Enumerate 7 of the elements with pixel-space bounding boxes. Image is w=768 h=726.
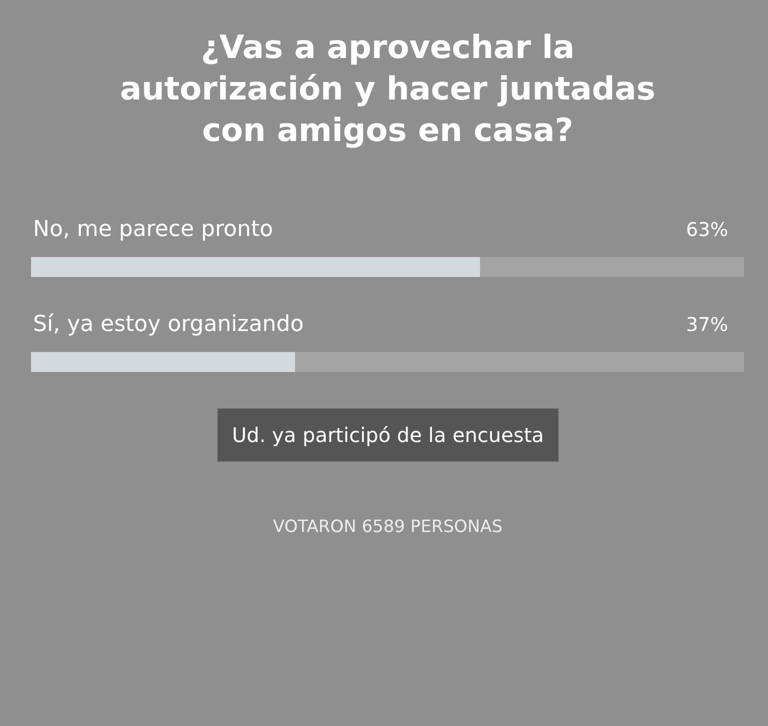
y-tick-label: No, me parece pronto (33, 217, 274, 242)
y-tick-label: Sí, ya estoy organizando (33, 312, 304, 337)
chart-title: ¿Vas a aprovechar la autorización y hacer juntadas con amigos en casa? (120, 28, 656, 150)
text: Ud. ya participó de la encuesta (232, 423, 544, 447)
data-label: 63% (686, 219, 728, 241)
text: VOTARON 6589 PERSONAS (273, 517, 502, 537)
data-label: 37% (686, 314, 728, 336)
